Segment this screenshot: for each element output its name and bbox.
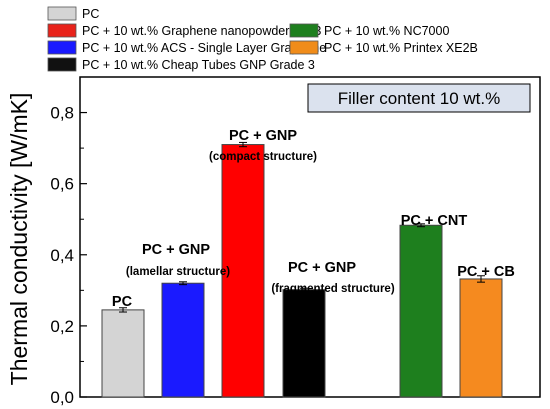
legend-swatch bbox=[47, 40, 77, 55]
y-tick-label: 0,4 bbox=[50, 246, 74, 265]
bar bbox=[459, 278, 503, 398]
y-tick-label: 0,0 bbox=[50, 388, 74, 407]
bar-annotation: PC + CB bbox=[457, 264, 515, 280]
bars bbox=[101, 141, 503, 398]
filler-content-label: Filler content 10 wt.% bbox=[338, 89, 501, 108]
legend-swatch bbox=[289, 40, 319, 55]
bar-annotation: PC + GNP bbox=[288, 260, 356, 276]
legend-swatch bbox=[47, 57, 77, 72]
legend-swatch bbox=[289, 23, 319, 38]
bar-annotation-sub: (compact structure) bbox=[209, 151, 317, 163]
legend-label: PC + 10 wt.% NC7000 bbox=[324, 24, 449, 38]
y-axis: 0,0 0,2 0,4 0,6 0,8 bbox=[50, 76, 87, 407]
bar-annotation-sub: (lamellar structure) bbox=[126, 266, 230, 278]
y-tick-label: 0,8 bbox=[50, 104, 74, 123]
legend-label: PC + 10 wt.% Graphene nanopowder AO-3 bbox=[82, 24, 321, 38]
filler-content-box: Filler content 10 wt.% bbox=[307, 83, 531, 113]
bar bbox=[161, 282, 205, 398]
legend-label: PC bbox=[82, 7, 99, 21]
bar bbox=[399, 224, 443, 398]
bar-annotations: PC PC + GNP (lamellar structure) PC + GNP (c… bbox=[112, 128, 515, 310]
bar-annotation: PC + GNP bbox=[142, 242, 210, 258]
y-tick-label: 0,6 bbox=[50, 175, 74, 194]
legend-swatch bbox=[47, 6, 77, 21]
bar bbox=[221, 144, 265, 398]
bar bbox=[282, 289, 326, 398]
bar-annotation-sub: (fragmented structure) bbox=[271, 283, 394, 295]
legend-label: PC + 10 wt.% ACS - Single Layer Graphene bbox=[82, 41, 326, 55]
legend-label: PC + 10 wt.% Cheap Tubes GNP Grade 3 bbox=[82, 58, 315, 72]
bar bbox=[101, 309, 145, 398]
y-tick-label: 0,2 bbox=[50, 317, 74, 336]
bar-annotation: PC bbox=[112, 294, 133, 310]
bar-annotation: PC + GNP bbox=[229, 128, 297, 144]
y-axis-title: Thermal conductivity [W/mK] bbox=[6, 93, 32, 386]
legend-swatch bbox=[47, 23, 77, 38]
bar-annotation: PC + CNT bbox=[401, 213, 468, 229]
legend-label: PC + 10 wt.% Printex XE2B bbox=[324, 41, 478, 55]
filler-content-box-frame bbox=[307, 83, 531, 113]
